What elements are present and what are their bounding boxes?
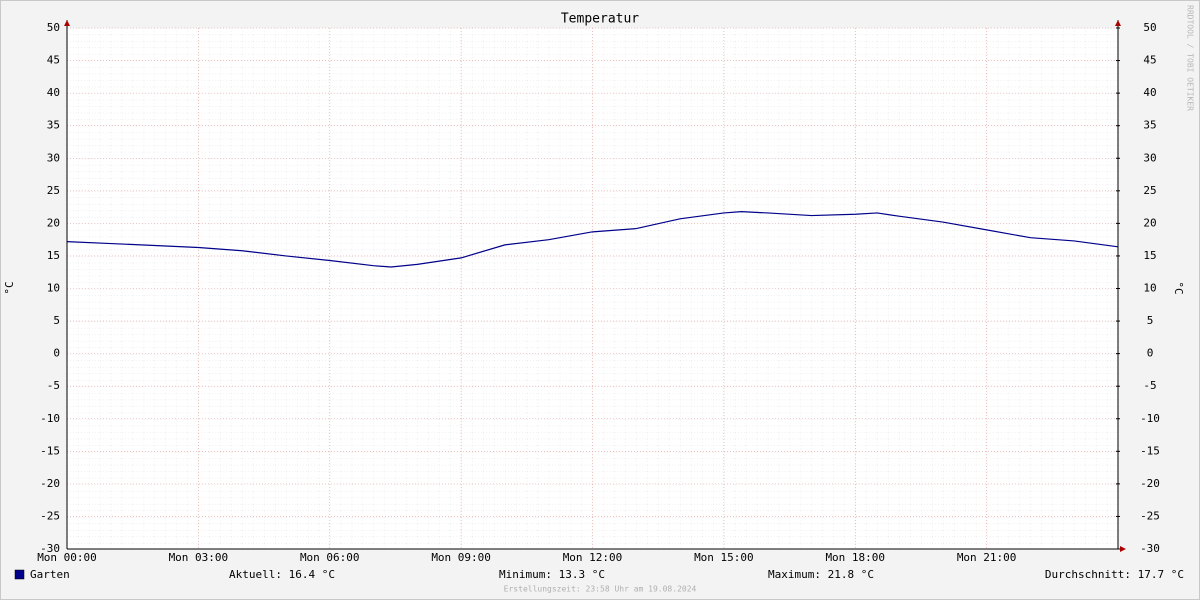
y-tick-label: 30 <box>47 151 60 164</box>
y2-tick-label: -5 <box>1143 379 1156 392</box>
y-tick-label: -20 <box>40 477 60 490</box>
y-tick-label: 45 <box>47 54 60 67</box>
y2-tick-label: 40 <box>1143 86 1156 99</box>
legend-stat: Maximum: 21.8 °C <box>768 568 874 581</box>
y2-tick-label: -10 <box>1140 412 1160 425</box>
y-tick-label: -10 <box>40 412 60 425</box>
legend-swatch <box>14 569 25 580</box>
y2-tick-label: -20 <box>1140 477 1160 490</box>
legend-stat: Minimum: 13.3 °C <box>499 568 605 581</box>
legend-label: Garten <box>30 568 70 581</box>
x-tick-label: Mon 18:00 <box>825 551 885 564</box>
y-tick-label: 10 <box>47 282 60 295</box>
x-tick-label: Mon 00:00 <box>37 551 97 564</box>
x-tick-label: Mon 21:00 <box>957 551 1017 564</box>
y2-tick-label: 50 <box>1143 21 1156 34</box>
y2-tick-label: 10 <box>1143 282 1156 295</box>
y-tick-label: -5 <box>47 379 60 392</box>
footer: Erstellungszeit: 23:58 Uhr am 19.08.2024 <box>504 585 697 594</box>
y2-tick-label: 30 <box>1143 151 1156 164</box>
x-tick-label: Mon 12:00 <box>563 551 623 564</box>
y2-tick-label: 0 <box>1147 347 1154 360</box>
y-tick-label: 40 <box>47 86 60 99</box>
x-tick-label: Mon 03:00 <box>169 551 229 564</box>
y-tick-label: 5 <box>53 314 60 327</box>
x-tick-label: Mon 15:00 <box>694 551 754 564</box>
y2-tick-label: 45 <box>1143 54 1156 67</box>
watermark: RRDTOOL / TOBI OETIKER <box>1186 5 1195 111</box>
y-tick-label: 0 <box>53 347 60 360</box>
y2-tick-label: -25 <box>1140 509 1160 522</box>
y-tick-label: 20 <box>47 216 60 229</box>
y2-tick-label: 15 <box>1143 249 1156 262</box>
y2-tick-label: 5 <box>1147 314 1154 327</box>
chart-title: Temperatur <box>561 12 639 27</box>
legend-stat: Durchschnitt: 17.7 °C <box>1045 568 1184 581</box>
y2-tick-label: -30 <box>1140 542 1160 555</box>
y-tick-label: 50 <box>47 21 60 34</box>
y2-tick-label: 20 <box>1143 216 1156 229</box>
y2-tick-label: 25 <box>1143 184 1156 197</box>
y-tick-label: -15 <box>40 444 60 457</box>
y2-tick-label: -15 <box>1140 444 1160 457</box>
legend-stat: Aktuell: 16.4 °C <box>229 568 335 581</box>
y-tick-label: -25 <box>40 509 60 522</box>
y2-tick-label: 35 <box>1143 119 1156 132</box>
y-axis-label: °C <box>3 281 16 294</box>
y2-axis-label: °C <box>1172 281 1185 294</box>
y-tick-label: 15 <box>47 249 60 262</box>
data-line <box>66 211 1119 268</box>
x-tick-label: Mon 09:00 <box>431 551 491 564</box>
x-tick-label: Mon 06:00 <box>300 551 360 564</box>
y-tick-label: -30 <box>40 542 60 555</box>
y-tick-label: 35 <box>47 119 60 132</box>
y-tick-label: 25 <box>47 184 60 197</box>
